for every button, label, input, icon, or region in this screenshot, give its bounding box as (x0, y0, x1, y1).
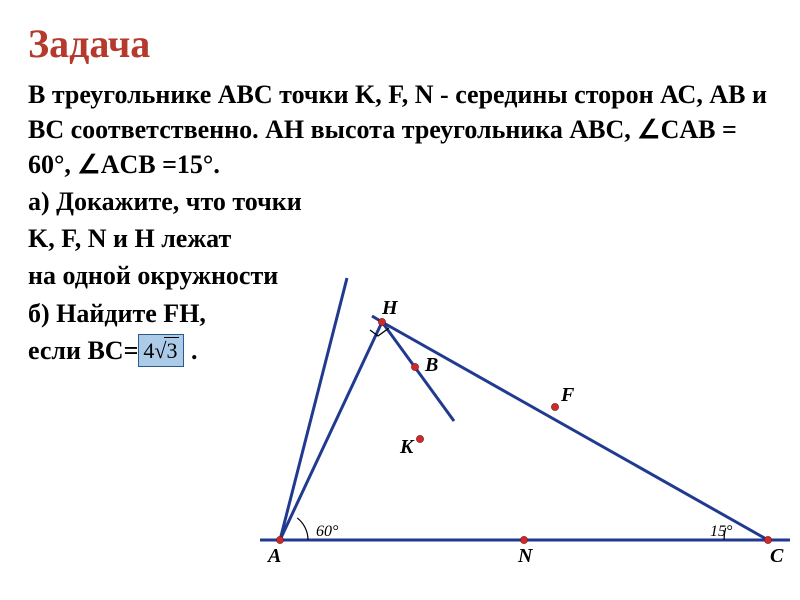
sqrt-icon: √3 (154, 336, 179, 366)
point-a (276, 536, 283, 543)
label-60: 60° (316, 523, 339, 540)
line-hb (382, 322, 454, 421)
label-H: H (381, 297, 399, 319)
label-15: 15° (710, 523, 733, 540)
label-K: K (399, 436, 415, 458)
b-pre: если BC= (28, 336, 138, 365)
point-n (520, 536, 527, 543)
point-b (411, 363, 418, 370)
angle-sym-1: ∠ (637, 115, 660, 144)
geometry-group: A C B H K F N 60° 15° (260, 278, 790, 567)
label-B: B (424, 354, 438, 376)
point-h (378, 318, 385, 325)
bc-coeff: 4 (143, 338, 154, 363)
title: Задача (28, 20, 772, 67)
label-F: F (560, 384, 575, 406)
acb: ACB =15°. (101, 150, 220, 179)
diagram-svg: A C B H K F N 60° 15° (250, 292, 790, 582)
bc-value-box: 4√3 (138, 334, 184, 368)
angle-60-arc (297, 518, 308, 540)
point-c (764, 536, 771, 543)
line-cb-h (382, 322, 768, 540)
angle-sym-2: ∠ (77, 150, 100, 179)
line-ah (280, 322, 382, 540)
b-post: . (184, 336, 197, 365)
triangle-diagram: A C B H K F N 60° 15° (250, 292, 790, 582)
bc-rad: 3 (164, 337, 179, 363)
label-N: N (517, 545, 534, 567)
problem-main: В треугольнике АВС точки K, F, N - серед… (28, 77, 772, 182)
part-a-line1: а) Докажите, что точки (28, 184, 772, 219)
slide-page: Задача В треугольнике АВС точки K, F, N … (0, 0, 800, 600)
point-k (416, 435, 423, 442)
line-ab-ext (280, 278, 347, 540)
point-f (551, 403, 558, 410)
part-a-line3: на одной окружности (28, 258, 772, 293)
label-C: C (770, 545, 784, 567)
label-A: A (266, 545, 281, 567)
part-a-line2: K, F, N и H лежат (28, 221, 772, 256)
